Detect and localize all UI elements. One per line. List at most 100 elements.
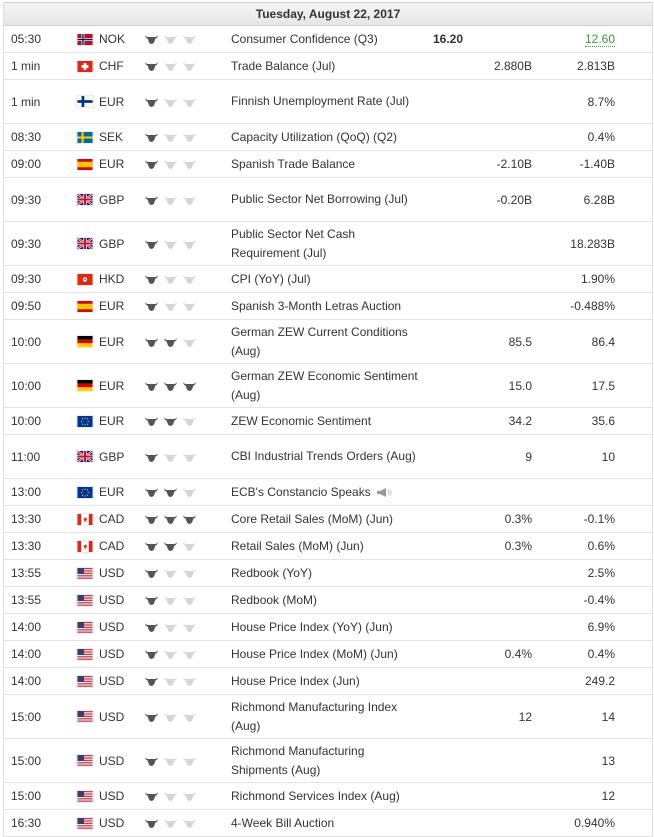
event-name[interactable]: Finnish Unemployment Rate (Jul)	[231, 80, 421, 123]
event-name-label[interactable]: Redbook (MoM)	[231, 592, 318, 607]
event-name-label[interactable]: Richmond Manufacturing Shipments (Aug)	[231, 743, 365, 777]
event-row[interactable]: 13:30 CAD Core Retail Sales (MoM) (Jun) 0.3…	[4, 506, 652, 533]
event-name[interactable]: Spanish Trade Balance	[231, 151, 421, 177]
event-row[interactable]: 10:00 EUR German ZEW Current Conditions (A…	[4, 320, 652, 364]
event-name-label[interactable]: Trade Balance (Jul)	[231, 58, 336, 73]
importance-rating	[144, 533, 206, 559]
event-name-label[interactable]: Richmond Manufacturing Index (Aug)	[231, 699, 398, 733]
event-name-label[interactable]: ECB's Constancio Speaks	[231, 484, 371, 499]
event-name-label[interactable]: Capacity Utilization (QoQ) (Q2)	[231, 129, 398, 144]
event-name[interactable]: House Price Index (Jun)	[231, 668, 421, 694]
event-row[interactable]: 08:30 SEK Capacity Utilization (QoQ) (Q2) 0…	[4, 124, 652, 151]
event-currency: CAD	[99, 539, 125, 553]
event-row[interactable]: 13:00 EUR ECB's Constancio Speaks	[4, 479, 652, 506]
event-row[interactable]: 13:30 CAD Retail Sales (MoM) (Jun) 0.3% 0.6%	[4, 533, 652, 560]
event-name[interactable]: ECB's Constancio Speaks	[231, 479, 421, 505]
event-name[interactable]: Core Retail Sales (MoM) (Jun)	[231, 506, 421, 532]
importance-rating	[144, 739, 206, 782]
flag-ca-icon	[77, 513, 93, 525]
event-name[interactable]: Spanish 3-Month Letras Auction	[231, 293, 421, 319]
event-previous: -0.1%	[529, 506, 615, 532]
event-row[interactable]: 05:30 NOK Consumer Confidence (Q3) 16.20 12.…	[4, 26, 652, 53]
importance-rating	[144, 408, 206, 434]
event-row[interactable]: 13:55 USD Redbook (MoM) -0.4%	[4, 587, 652, 614]
event-row[interactable]: 15:00 USD Richmond Manufacturing Index (Au…	[4, 695, 652, 739]
bull-icon	[182, 818, 201, 828]
event-name-label[interactable]: Consumer Confidence (Q3)	[231, 31, 378, 46]
event-name-label[interactable]: CBI Industrial Trends Orders (Aug)	[231, 449, 416, 463]
event-row[interactable]: 1 min EUR Finnish Unemployment Rate (Jul) 8…	[4, 80, 652, 124]
event-row[interactable]: 11:00 GBP CBI Industrial Trends Orders (Au…	[4, 435, 652, 479]
event-row[interactable]: 10:00 EUR German ZEW Economic Sentiment (A…	[4, 364, 652, 408]
flag-eu-icon	[77, 486, 93, 498]
event-row[interactable]: 14:00 USD House Price Index (Jun) 249.2	[4, 668, 652, 695]
event-previous-value: 2.5%	[587, 566, 615, 580]
event-name-label[interactable]: Redbook (YoY)	[231, 565, 312, 580]
event-row[interactable]: 14:00 USD House Price Index (MoM) (Jun) 0.4…	[4, 641, 652, 668]
event-name[interactable]: ZEW Economic Sentiment	[231, 408, 421, 434]
bull-icon	[144, 34, 163, 44]
event-row[interactable]: 09:50 EUR Spanish 3-Month Letras Auction -0…	[4, 293, 652, 320]
event-name[interactable]: Richmond Manufacturing Shipments (Aug)	[231, 739, 421, 782]
event-row[interactable]: 14:00 USD House Price Index (YoY) (Jun) 6.9…	[4, 614, 652, 641]
event-name[interactable]: CBI Industrial Trends Orders (Aug)	[231, 435, 421, 478]
bull-icon	[163, 159, 182, 169]
event-name[interactable]: Public Sector Net Borrowing (Jul)	[231, 178, 421, 221]
event-name[interactable]: House Price Index (YoY) (Jun)	[231, 614, 421, 640]
event-row[interactable]: 10:00 EUR ZEW Economic Sentiment 34.2 35.6	[4, 408, 652, 435]
event-actual: 16.20	[432, 32, 463, 46]
country-flag-icon	[77, 124, 93, 150]
event-name[interactable]: House Price Index (MoM) (Jun)	[231, 641, 421, 667]
event-name[interactable]: Capacity Utilization (QoQ) (Q2)	[231, 124, 421, 150]
bull-icon	[144, 159, 163, 169]
event-name-label[interactable]: Retail Sales (MoM) (Jun)	[231, 538, 364, 553]
event-row[interactable]: 15:00 USD Richmond Services Index (Aug) 12	[4, 783, 652, 810]
event-row[interactable]: 1 min CHF Trade Balance (Jul) 2.880B 2.813B	[4, 53, 652, 80]
bull-icon	[144, 676, 163, 686]
event-name[interactable]: Richmond Manufacturing Index (Aug)	[231, 695, 421, 738]
event-name-label[interactable]: CPI (YoY) (Jul)	[231, 271, 311, 286]
event-row[interactable]: 13:55 USD Redbook (YoY) 2.5%	[4, 560, 652, 587]
event-row[interactable]: 09:30 HKD CPI (YoY) (Jul) 1.90%	[4, 266, 652, 293]
event-name-label[interactable]: House Price Index (Jun)	[231, 673, 360, 688]
event-row[interactable]: 16:30 USD 4-Week Bill Auction 0.940%	[4, 810, 652, 837]
event-name[interactable]: German ZEW Current Conditions (Aug)	[231, 320, 421, 363]
event-name[interactable]: German ZEW Economic Sentiment (Aug)	[231, 364, 421, 407]
event-row[interactable]: 09:30 GBP Public Sector Net Cash Requireme…	[4, 222, 652, 266]
event-name-label[interactable]: Core Retail Sales (MoM) (Jun)	[231, 511, 394, 526]
event-name-label[interactable]: German ZEW Economic Sentiment (Aug)	[231, 368, 418, 402]
event-name[interactable]: CPI (YoY) (Jul)	[231, 266, 421, 292]
country-flag-icon	[77, 695, 93, 738]
bull-icon	[182, 712, 201, 722]
event-row[interactable]: 15:00 USD Richmond Manufacturing Shipments…	[4, 739, 652, 783]
event-name-label[interactable]: Finnish Unemployment Rate (Jul)	[231, 94, 410, 108]
event-row[interactable]: 09:00 EUR Spanish Trade Balance -2.10B -1.40…	[4, 151, 652, 178]
event-name-label[interactable]: House Price Index (YoY) (Jun)	[231, 619, 393, 634]
event-name[interactable]: Redbook (MoM)	[231, 587, 421, 613]
event-previous: -0.4%	[529, 587, 615, 613]
event-name[interactable]: Redbook (YoY)	[231, 560, 421, 586]
event-name-label[interactable]: 4-Week Bill Auction	[231, 815, 335, 830]
bull-icon	[182, 595, 201, 605]
bull-icon	[182, 416, 201, 426]
event-name-label[interactable]: Public Sector Net Cash Requirement (Jul)	[231, 226, 356, 260]
event-forecast: 9	[525, 449, 532, 464]
event-name-label[interactable]: House Price Index (MoM) (Jun)	[231, 646, 398, 661]
bull-icon	[144, 487, 163, 497]
event-previous-value: -0.1%	[583, 512, 615, 526]
event-name-label[interactable]: German ZEW Current Conditions (Aug)	[231, 324, 408, 358]
event-name[interactable]: Trade Balance (Jul)	[231, 53, 421, 79]
event-name[interactable]: Richmond Services Index (Aug)	[231, 783, 421, 809]
event-name-label[interactable]: Richmond Services Index (Aug)	[231, 788, 400, 803]
event-name[interactable]: Retail Sales (MoM) (Jun)	[231, 533, 421, 559]
event-name-label[interactable]: ZEW Economic Sentiment	[231, 413, 372, 428]
event-name-label[interactable]: Spanish Trade Balance	[231, 156, 356, 171]
event-name-label[interactable]: Public Sector Net Borrowing (Jul)	[231, 192, 408, 206]
bull-icon	[163, 514, 182, 524]
event-previous-value: 0.4%	[587, 647, 615, 661]
event-name[interactable]: Consumer Confidence (Q3)	[231, 26, 421, 52]
event-name-label[interactable]: Spanish 3-Month Letras Auction	[231, 298, 402, 313]
event-row[interactable]: 09:30 GBP Public Sector Net Borrowing (Jul…	[4, 178, 652, 222]
event-name[interactable]: Public Sector Net Cash Requirement (Jul)	[231, 222, 421, 265]
event-previous-value: 2.813B	[576, 59, 615, 73]
